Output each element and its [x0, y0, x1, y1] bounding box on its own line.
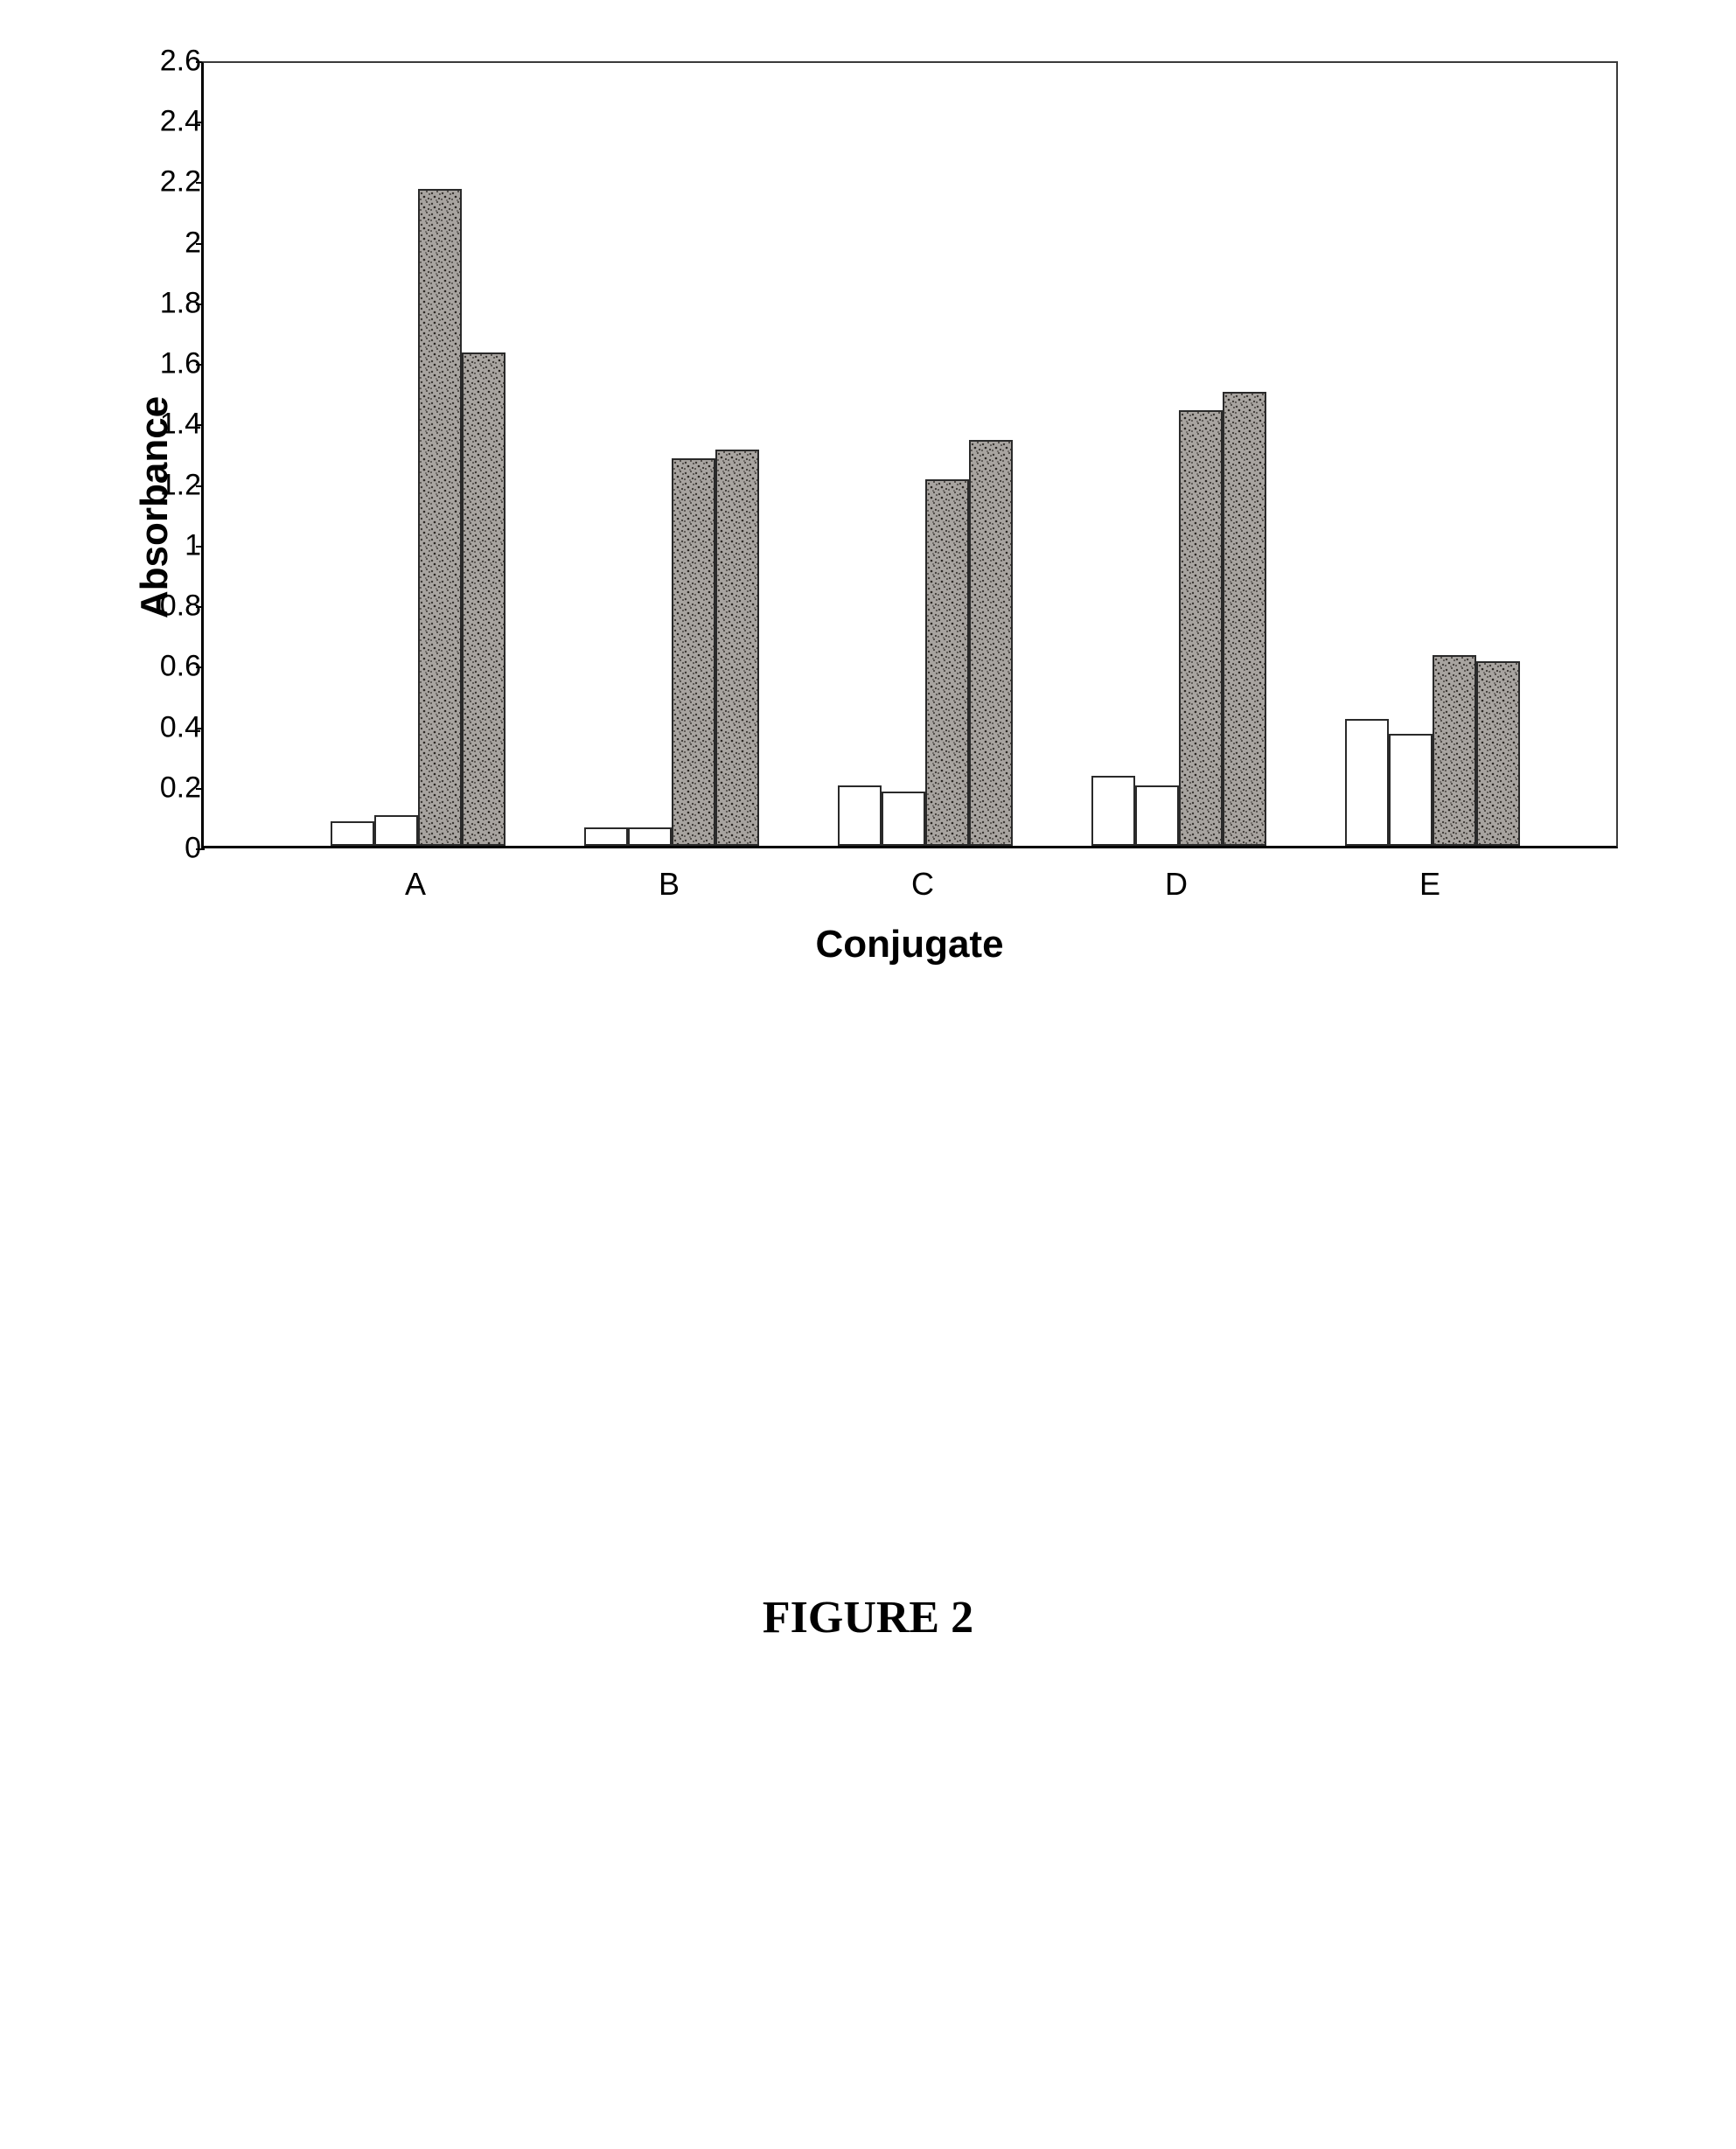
bar — [925, 479, 969, 846]
bar — [462, 352, 505, 846]
y-tick-label: 1.2 — [131, 468, 201, 502]
bar — [1433, 655, 1476, 846]
y-tick-label: 2 — [131, 226, 201, 260]
y-tick-label: 0.8 — [131, 590, 201, 624]
bars-layer — [204, 63, 1616, 846]
bar — [1223, 392, 1266, 846]
bar — [331, 821, 374, 846]
bar — [882, 792, 925, 846]
bar-chart: Absorbance 00.20.40.60.811.21.41.61.822.… — [79, 61, 1635, 953]
y-tick-label: 2.6 — [131, 45, 201, 79]
y-tick-label: 2.2 — [131, 165, 201, 199]
y-axis-ticks: 00.20.40.60.811.21.41.61.822.22.42.6 — [131, 61, 201, 848]
bar — [969, 440, 1013, 846]
bar — [584, 827, 628, 846]
x-category-label: C — [911, 866, 934, 903]
bar — [1179, 410, 1223, 846]
y-tick-label: 2.4 — [131, 105, 201, 139]
bar — [1135, 785, 1179, 846]
y-tick-label: 1 — [131, 528, 201, 562]
bar — [838, 785, 882, 846]
y-tick-mark — [196, 848, 205, 850]
bar — [628, 827, 672, 846]
bar — [1091, 776, 1135, 846]
bar — [1345, 719, 1389, 846]
bar — [1389, 734, 1433, 846]
x-category-label: D — [1165, 866, 1188, 903]
y-tick-label: 0 — [131, 832, 201, 866]
bar — [418, 189, 462, 846]
x-axis-categories: A B C D E — [201, 866, 1618, 910]
y-tick-label: 0.2 — [131, 771, 201, 805]
figure-caption: FIGURE 2 — [0, 1592, 1736, 1643]
y-tick-label: 0.4 — [131, 710, 201, 744]
bar — [672, 458, 715, 846]
page: Absorbance 00.20.40.60.811.21.41.61.822.… — [0, 0, 1736, 2149]
x-category-label: A — [405, 866, 426, 903]
y-tick-label: 1.8 — [131, 286, 201, 320]
x-category-label: E — [1419, 866, 1440, 903]
bar — [374, 815, 418, 846]
plot-area — [201, 61, 1618, 848]
bar — [1476, 661, 1520, 846]
x-axis-label: Conjugate — [201, 923, 1618, 966]
y-tick-label: 0.6 — [131, 650, 201, 684]
y-tick-label: 1.6 — [131, 347, 201, 381]
bar — [715, 450, 759, 846]
x-category-label: B — [659, 866, 680, 903]
y-tick-label: 1.4 — [131, 408, 201, 442]
